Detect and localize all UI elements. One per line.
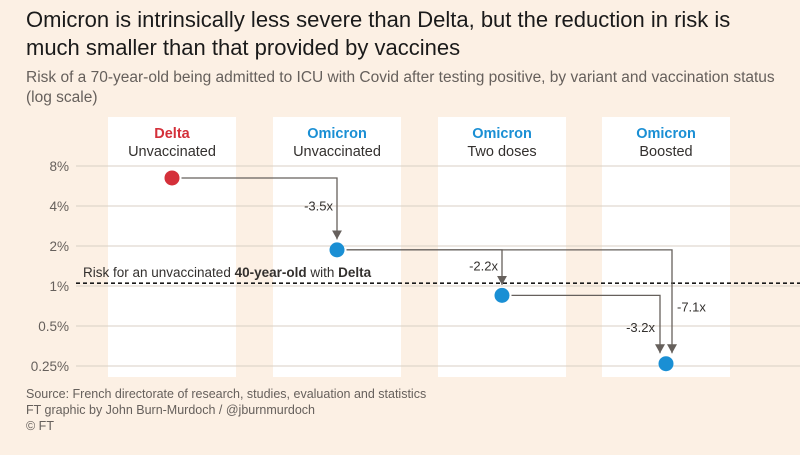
column-header-status: Two doses: [467, 144, 536, 160]
column-panel: [602, 117, 730, 377]
chart-title: Omicron is intrinsically less severe tha…: [26, 7, 731, 60]
source-line: Source: French directorate of research, …: [26, 387, 427, 401]
copyright-line: © FT: [26, 419, 54, 433]
reference-line-label: Risk for an unvaccinated 40-year-old wit…: [83, 265, 372, 280]
arrow-change-label: -2.2x: [469, 259, 498, 274]
data-point: [329, 242, 345, 258]
change-arrow: [511, 294, 665, 354]
data-point: [164, 170, 180, 186]
credit-line: FT graphic by John Burn-Murdoch / @jburn…: [26, 403, 315, 417]
reference-label-part: 40-year-old: [235, 265, 307, 280]
reference-label-part: Delta: [338, 265, 372, 280]
column-header-variant: Delta: [154, 126, 190, 142]
arrow-change-label: -3.5x: [304, 199, 333, 214]
source-note: Source: French directorate of research, …: [26, 386, 426, 434]
arrow-change-label: -7.1x: [677, 300, 706, 315]
reference-label-part: with: [307, 265, 339, 280]
y-tick-label: 4%: [49, 199, 69, 214]
data-point: [658, 356, 674, 372]
data-point: [494, 287, 510, 303]
column-header-status: Unvaccinated: [128, 144, 216, 160]
column-header-status: Unvaccinated: [293, 144, 381, 160]
y-tick-label: 2%: [49, 239, 69, 254]
change-arrow: [181, 177, 342, 240]
column-header-variant: Omicron: [472, 126, 532, 142]
y-tick-label: 8%: [49, 159, 69, 174]
y-tick-label: 1%: [49, 279, 69, 294]
reference-label-part: Risk for an unvaccinated: [83, 265, 235, 280]
column-panel: [108, 117, 236, 377]
arrow-change-label: -3.2x: [626, 320, 655, 335]
y-tick-label: 0.25%: [31, 359, 69, 374]
chart-subtitle: Risk of a 70-year-old being admitted to …: [26, 69, 775, 106]
column-header-variant: Omicron: [307, 126, 367, 142]
y-tick-label: 0.5%: [38, 319, 69, 334]
column-panel: [438, 117, 566, 377]
column-header-variant: Omicron: [636, 126, 696, 142]
column-header-status: Boosted: [639, 144, 692, 160]
change-arrow: [346, 249, 677, 354]
